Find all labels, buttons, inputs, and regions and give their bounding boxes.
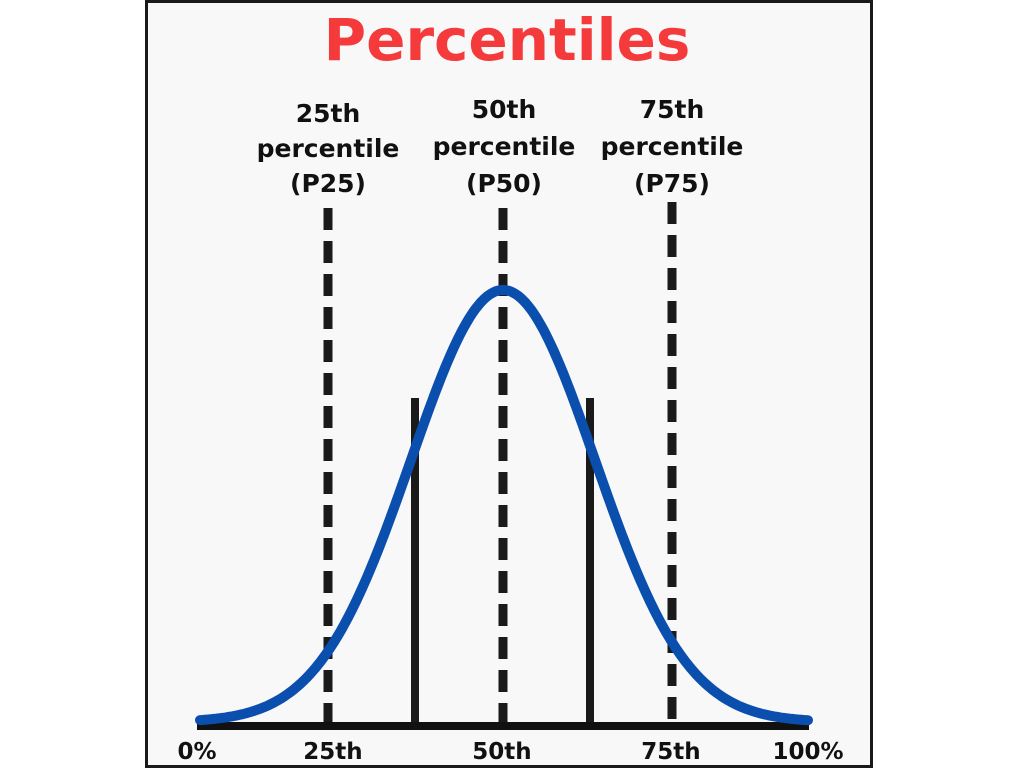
label-p25: 25th percentile (P25) (257, 99, 400, 198)
label-p50: 50th percentile (P50) (433, 95, 576, 198)
bell-curve (195, 285, 813, 726)
diagram-title: Percentiles (324, 6, 691, 74)
label-p75-line3: (P75) (634, 169, 710, 198)
label-p75: 75th percentile (P75) (601, 95, 744, 198)
axis-label-50: 50th (472, 739, 531, 765)
label-p50-line3: (P50) (466, 169, 542, 198)
label-p25-line3: (P25) (290, 169, 366, 198)
label-p75-line1: 75th (640, 95, 705, 124)
diagram-frame (145, 0, 873, 768)
axis-label-0: 0% (177, 739, 216, 765)
label-p50-line2: percentile (433, 132, 576, 161)
label-p25-line1: 25th (296, 99, 361, 128)
label-p75-line2: percentile (601, 132, 744, 161)
axis-label-25: 25th (303, 739, 362, 765)
label-p25-line2: percentile (257, 134, 400, 163)
axis-label-100: 100% (772, 739, 843, 765)
axis-label-75: 75th (641, 739, 700, 765)
label-p50-line1: 50th (472, 95, 537, 124)
